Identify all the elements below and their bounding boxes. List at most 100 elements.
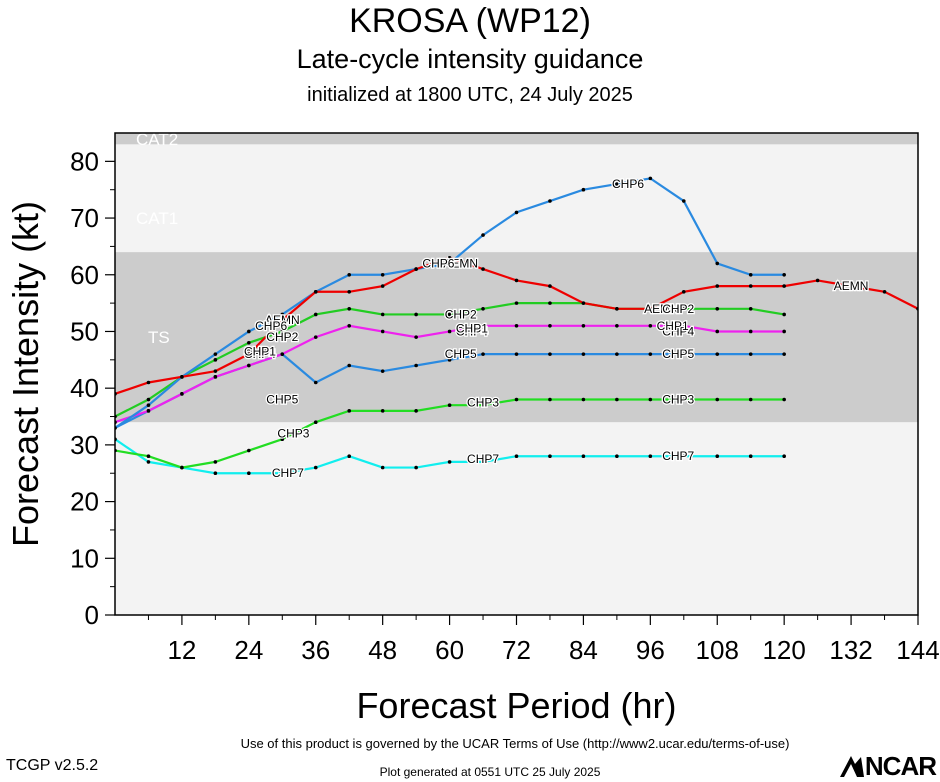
y-axis-label: Forecast Intensity (kt) [5,201,46,547]
data-point [615,352,619,356]
y-tick-label: 20 [70,487,99,517]
data-point [347,454,352,459]
data-point [514,352,519,356]
series-label-chp2: CHP2 [662,302,694,316]
data-point [648,306,653,311]
x-tick-label: 84 [569,635,598,665]
x-tick-label: 72 [502,635,531,665]
x-axis-label: Forecast Period (hr) [356,685,676,726]
series-label-chp7: CHP7 [272,466,304,480]
series-label-chp1: CHP1 [456,322,488,336]
series-label-chp5: CHP5 [266,393,298,407]
data-point [180,392,184,396]
band-label: TS [148,328,170,347]
data-point [715,329,720,334]
series-label-chp1: CHP1 [657,319,689,333]
data-point [146,409,151,413]
data-point [115,426,117,430]
series-label-chp7: CHP7 [662,449,694,463]
data-point [380,369,385,373]
data-point [548,352,552,356]
data-point [247,329,251,334]
intensity-band [115,422,918,615]
series-label-chp6: CHP6 [255,319,287,333]
data-point [648,176,653,181]
x-tick-label: 60 [435,635,464,665]
data-point [313,420,318,425]
page-title: KROSA (WP12) [349,2,591,40]
data-point [782,397,786,402]
x-tick-label: 36 [301,635,330,665]
data-point [681,289,686,294]
series-label-aemn: AEMN [834,279,869,293]
x-tick-label: 120 [762,635,805,665]
data-point [115,392,117,396]
data-point [280,471,285,476]
data-point [748,329,753,334]
data-point [481,352,485,356]
data-point [581,187,586,192]
data-point [280,329,285,334]
data-point [648,454,653,459]
y-tick-label: 70 [70,203,99,233]
series-label-chp6: CHP6 [422,256,454,270]
data-point [782,284,786,288]
data-point [581,352,586,356]
data-point [681,306,686,311]
data-point [715,306,720,311]
data-point [581,324,586,328]
data-point [280,312,285,317]
y-tick-label: 60 [70,260,99,290]
data-point [481,324,485,328]
series-label-chp3: CHP3 [662,393,694,407]
data-point [115,448,117,453]
data-point [280,352,285,356]
data-point [514,210,519,215]
data-point [514,278,519,283]
data-point [782,272,786,277]
data-point [180,375,184,379]
data-point [715,284,720,288]
data-point [748,272,753,277]
data-point [648,397,653,402]
series-label-chp5: CHP5 [445,347,477,361]
data-point [380,284,385,288]
data-point [581,301,586,305]
series-label-chp3: CHP3 [277,427,309,441]
data-point [213,471,218,476]
y-tick-label: 40 [70,373,99,403]
data-point [514,324,519,328]
data-point [380,312,385,317]
data-point [514,454,519,459]
data-point [247,341,251,345]
data-point [247,471,251,476]
data-point [247,448,251,453]
data-point [782,454,786,459]
data-point [213,358,218,362]
data-point [146,380,151,385]
data-point [347,324,352,328]
intensity-band [115,133,918,145]
data-point [548,397,552,402]
data-point [213,460,218,464]
series-label-chp4: CHP4 [244,347,276,361]
data-point [481,267,485,271]
data-point [615,454,619,459]
page-subtitle: Late-cycle intensity guidance [296,44,644,74]
data-point [447,255,452,260]
y-tick-label: 10 [70,543,99,573]
data-point [347,409,352,413]
data-point [815,278,820,283]
data-point [347,306,352,311]
data-point [213,369,218,373]
data-point [280,318,285,322]
data-point [681,352,686,356]
ncar-logo: NCAR [839,751,937,781]
data-point [681,397,686,402]
y-tick-label: 0 [85,600,99,630]
data-point [380,329,385,334]
data-point [615,324,619,328]
data-point [648,324,653,328]
data-point [115,420,117,424]
